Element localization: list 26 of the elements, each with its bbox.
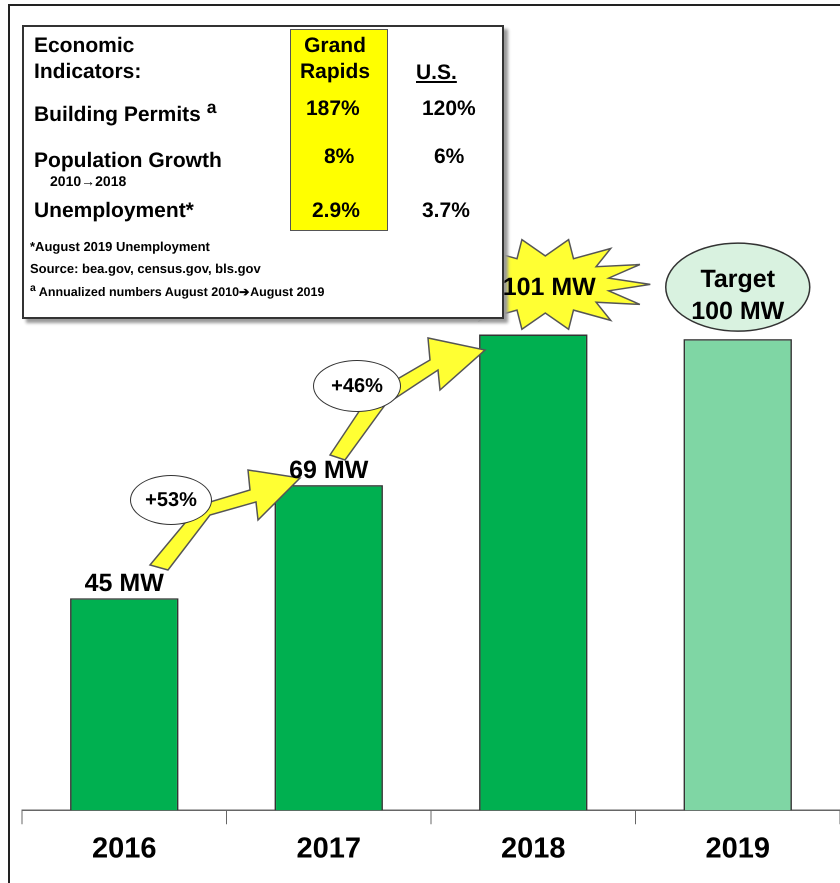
annotation: +46%	[313, 360, 401, 412]
annotation: 2010→2018	[50, 173, 126, 189]
annotation: *August 2019 Unemployment	[30, 239, 210, 254]
annotation: 120%	[422, 97, 476, 121]
data-label: 101 MW	[502, 273, 596, 302]
annotation: 8%	[324, 145, 354, 169]
x-tick-label: 2017	[296, 832, 362, 865]
annotation: 187%	[306, 97, 360, 121]
data-label: 69 MW	[289, 456, 368, 486]
annotation: Grand Rapids	[300, 33, 370, 85]
annotation: Economic Indicators:	[34, 33, 142, 85]
annotation: Unemployment*	[34, 199, 194, 223]
annotation: Source: bea.gov, census.gov, bls.gov	[30, 261, 261, 276]
annotation: 2.9%	[312, 199, 360, 223]
annotation: U.S.	[416, 61, 457, 85]
data-label: 45 MW	[84, 569, 164, 598]
x-tick-label: 2016	[92, 832, 157, 865]
annotation: 3.7%	[422, 199, 470, 223]
data-label: Target 100 MW	[691, 264, 784, 328]
x-tick-label: 2018	[500, 832, 566, 865]
annotation: $^{a}$ Annualized numbers August 2010➔August 2019	[30, 283, 324, 300]
annotation: 6%	[434, 145, 464, 169]
annotation: Population Growth	[34, 149, 222, 173]
annotation: +53%	[130, 475, 212, 525]
annotation: Building Permits $^{a}$	[34, 97, 216, 127]
x-tick-label: 2019	[705, 832, 770, 865]
